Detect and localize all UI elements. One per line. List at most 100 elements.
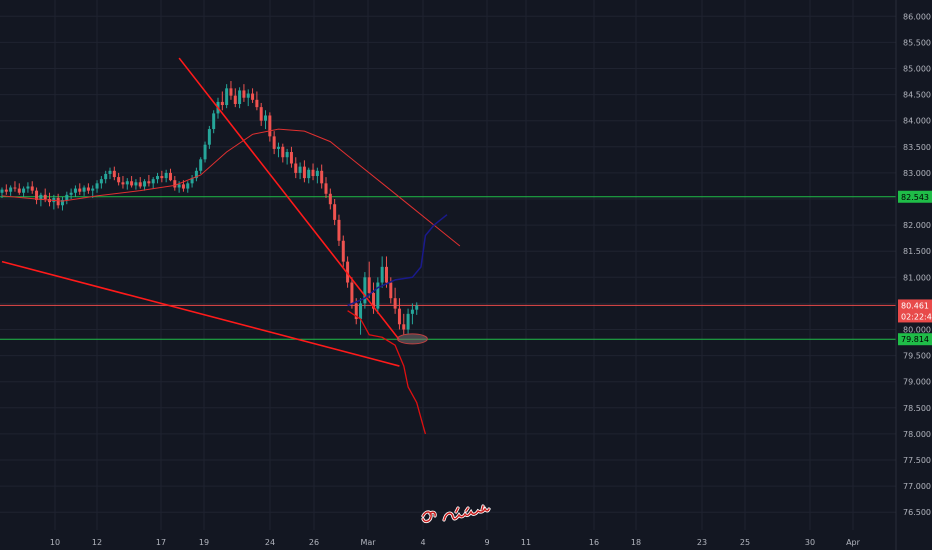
candle-body bbox=[367, 277, 371, 293]
price-tag-label: 02:22:42 bbox=[901, 312, 932, 321]
y-tick-label: 77.500 bbox=[903, 456, 931, 465]
y-tick-label: 79.000 bbox=[903, 378, 931, 387]
x-tick-label: Apr bbox=[846, 538, 861, 547]
candle-body bbox=[320, 170, 324, 184]
candle-body bbox=[207, 129, 211, 145]
candle-body bbox=[272, 136, 276, 149]
candle-body bbox=[380, 266, 384, 283]
x-tick-label: 12 bbox=[92, 538, 102, 547]
y-tick-label: 77.000 bbox=[903, 482, 931, 491]
y-tick-label: 84.500 bbox=[903, 91, 931, 100]
x-tick-label: 16 bbox=[589, 538, 599, 547]
candle-body bbox=[289, 152, 293, 164]
candle-body bbox=[168, 172, 172, 181]
trendline bbox=[178, 57, 401, 341]
candle-body bbox=[410, 309, 414, 314]
candle-body bbox=[86, 187, 90, 191]
candle-body bbox=[251, 93, 255, 100]
candle-body bbox=[285, 152, 289, 158]
y-tick-label: 76.500 bbox=[903, 508, 931, 517]
x-tick-label: Mar bbox=[360, 538, 376, 547]
candle-body bbox=[281, 146, 285, 158]
candle-body bbox=[177, 184, 181, 188]
candle-body bbox=[91, 188, 95, 191]
candle-body bbox=[402, 324, 406, 330]
candle-body bbox=[117, 177, 121, 183]
candle-body bbox=[48, 199, 52, 203]
candle-body bbox=[0, 189, 4, 193]
candle-body bbox=[220, 101, 224, 106]
candle-body bbox=[112, 170, 116, 178]
grid bbox=[0, 0, 896, 530]
candle-body bbox=[4, 189, 8, 192]
candle-body bbox=[203, 144, 207, 160]
candle-body bbox=[104, 173, 108, 180]
candle-body bbox=[125, 181, 129, 185]
candle-body bbox=[190, 178, 194, 184]
candle-body bbox=[56, 197, 60, 206]
candle-body bbox=[389, 282, 393, 299]
candle-body bbox=[73, 188, 77, 193]
price-tag bbox=[898, 299, 932, 312]
candle-body bbox=[69, 192, 73, 195]
candle-body bbox=[406, 313, 410, 330]
candle-body bbox=[95, 183, 99, 189]
candle-body bbox=[372, 292, 376, 309]
bottom-highlight-ellipse bbox=[396, 333, 428, 345]
price-tags: 82.543 80.461 02:22:42 79.814 bbox=[898, 190, 932, 346]
candle-body bbox=[65, 194, 69, 201]
candle-body bbox=[311, 169, 315, 177]
y-tick-label: 82.000 bbox=[903, 221, 931, 230]
candle-body bbox=[242, 90, 246, 98]
candle-body bbox=[181, 184, 185, 189]
candle-body bbox=[138, 182, 142, 187]
candle-body bbox=[302, 166, 306, 179]
candle-body bbox=[164, 172, 168, 179]
candle-body bbox=[13, 187, 17, 189]
price-tag bbox=[898, 310, 932, 323]
candle-body bbox=[26, 186, 30, 189]
price-tag-label: 80.461 bbox=[901, 301, 929, 310]
candle-body bbox=[121, 182, 125, 185]
y-tick-label: 78.500 bbox=[903, 404, 931, 413]
x-tick-label: 18 bbox=[631, 538, 641, 547]
candle-body bbox=[39, 194, 43, 201]
candle-body bbox=[143, 181, 147, 187]
candle-body bbox=[363, 277, 367, 304]
candle-body bbox=[78, 188, 82, 192]
x-tick-label: 23 bbox=[697, 538, 707, 547]
y-tick-label: 81.500 bbox=[903, 247, 931, 256]
y-tick-label: 78.000 bbox=[903, 430, 931, 439]
candle-body bbox=[212, 113, 216, 130]
y-tick-label: 84.000 bbox=[903, 117, 931, 126]
price-tag bbox=[898, 333, 932, 346]
x-tick-label: 25 bbox=[740, 538, 750, 547]
candle-body bbox=[151, 179, 155, 184]
projection-down-path bbox=[347, 310, 427, 435]
overlays bbox=[1, 57, 461, 435]
candle-body bbox=[246, 93, 250, 98]
y-tick-label: 83.000 bbox=[903, 169, 931, 178]
time-axis[interactable]: 10 12 17 19 24 26 Mar 4 9 11 16 18 23 25 30 Apr bbox=[50, 538, 861, 547]
candle-body bbox=[324, 183, 328, 194]
candle-body bbox=[264, 115, 268, 121]
candle-body bbox=[134, 182, 138, 186]
candle-body bbox=[130, 181, 134, 186]
candle-body bbox=[186, 183, 190, 189]
y-tick-label: 85.500 bbox=[903, 38, 931, 47]
candle-body bbox=[225, 88, 229, 106]
candle-body bbox=[35, 190, 39, 201]
candle-body bbox=[199, 159, 203, 171]
price-tag-label: 79.814 bbox=[901, 335, 929, 344]
candle-body bbox=[276, 146, 280, 149]
x-tick-label: 10 bbox=[50, 538, 60, 547]
candle-body bbox=[384, 266, 388, 283]
candle-body bbox=[346, 261, 350, 283]
candle-body bbox=[259, 107, 263, 121]
candle-body bbox=[233, 95, 237, 104]
candle-body bbox=[415, 305, 419, 310]
candle-body bbox=[337, 219, 341, 241]
y-tick-label: 85.000 bbox=[903, 65, 931, 74]
horizontal-levels bbox=[0, 196, 896, 340]
